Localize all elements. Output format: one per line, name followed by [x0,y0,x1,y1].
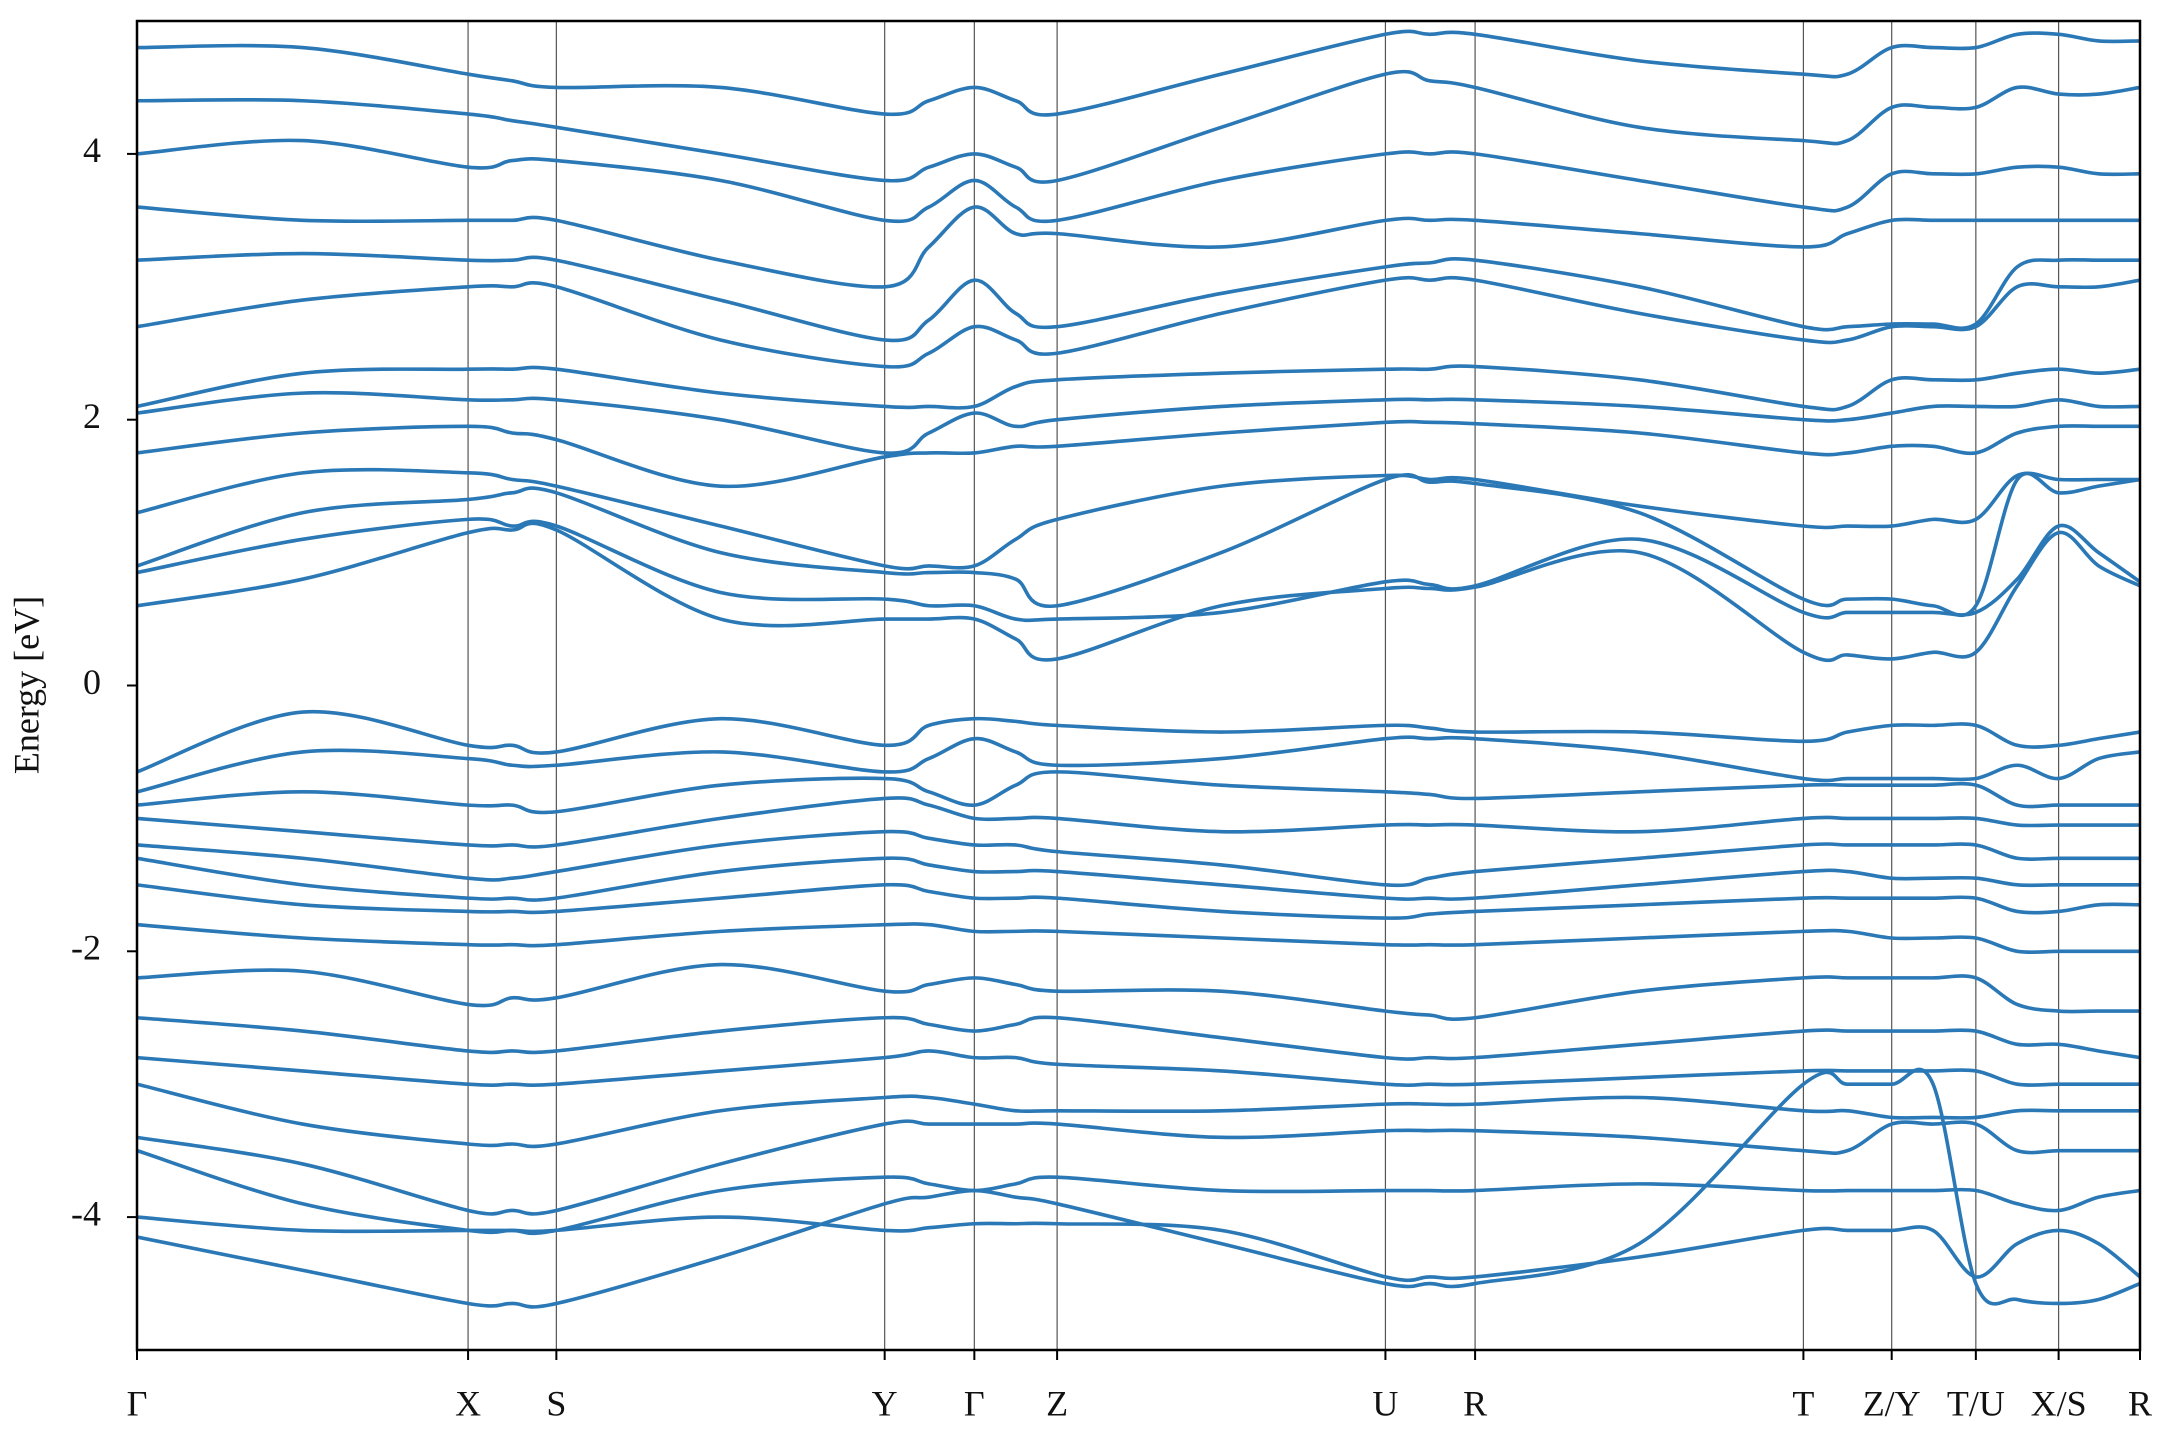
x-tick-label: U [1372,1383,1398,1423]
x-tick-label: Γ [127,1383,148,1423]
band [137,390,2140,455]
band [137,471,2140,618]
band [137,419,2140,489]
band [137,709,2140,774]
x-tick-label: Γ [964,1383,985,1423]
band [137,1067,2140,1309]
band [137,1215,2140,1283]
y-tick-label: 0 [83,662,101,702]
band [137,138,2140,224]
band [137,251,2140,343]
x-tick-label: R [1463,1383,1487,1423]
x-tick-label: Z/Y [1863,1383,1921,1423]
band [137,517,2140,623]
band [137,882,2140,920]
band [137,1015,2140,1061]
x-tick-label: T [1792,1383,1814,1423]
x-tick-label: Y [872,1383,898,1423]
x-tick-label: X [455,1383,481,1423]
band [137,922,2140,955]
band [137,521,2140,663]
x-tick-label: R [2128,1383,2152,1423]
x-tick-label: Z [1046,1383,1068,1423]
y-axis-label: Energy [eV] [6,596,46,774]
y-tick-label: 2 [83,396,101,436]
band [137,1049,2140,1087]
band [137,1119,2140,1216]
axes: Γ X S Y Γ Z U R T Z/Y T/U X/S R -4 -2 0 2 4 [71,130,2152,1423]
band [137,735,2140,794]
band [137,796,2140,849]
band [137,364,2140,412]
band [137,69,2140,184]
y-tick-label: -4 [71,1193,101,1233]
band [137,275,2140,369]
band [137,205,2140,289]
band [137,29,2140,117]
bands [137,29,2140,1309]
x-tick-label: T/U [1947,1383,2005,1423]
band [137,467,2140,571]
band [137,770,2140,815]
y-tick-label: 4 [83,130,101,170]
band [137,1148,2140,1236]
x-tick-label: S [546,1383,566,1423]
band [137,962,2140,1021]
band [137,829,2140,888]
y-tick-label: -2 [71,928,101,968]
band [137,856,2140,902]
band [137,1082,2140,1149]
x-tick-label: X/S [2031,1383,2087,1423]
